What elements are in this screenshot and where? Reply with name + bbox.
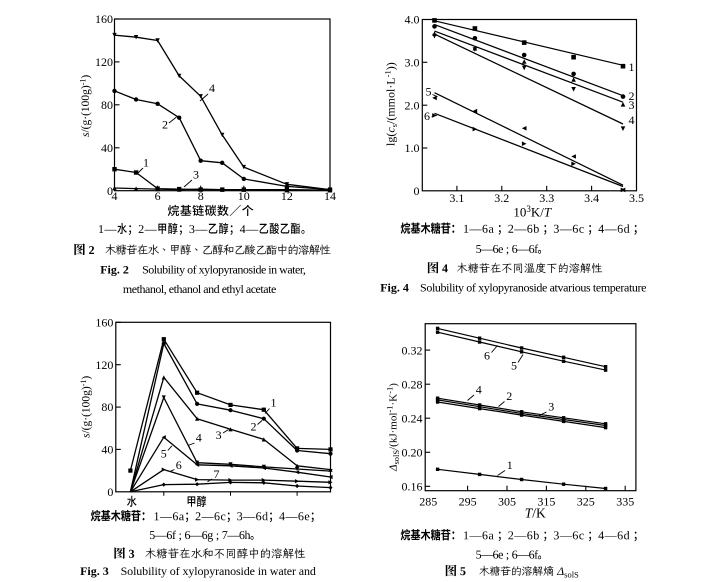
svg-text:14: 14 <box>324 189 336 203</box>
svg-text:1: 1 <box>271 396 277 410</box>
svg-text:5: 5 <box>511 358 517 372</box>
svg-text:Fig. 3: Fig. 3 <box>80 564 109 578</box>
svg-text:4: 4 <box>196 431 202 445</box>
svg-text:6: 6 <box>176 458 182 472</box>
svg-text:0.16: 0.16 <box>402 480 423 494</box>
svg-text:0: 0 <box>107 184 113 198</box>
svg-text:315: 315 <box>537 495 555 509</box>
svg-text:2: 2 <box>162 118 168 132</box>
svg-text:120: 120 <box>95 358 113 372</box>
svg-text:Solubility of xylopyranoside a: Solubility of xylopyranoside atvarious t… <box>420 281 647 295</box>
svg-text:6: 6 <box>484 349 490 363</box>
svg-text:3.1: 3.1 <box>449 191 464 205</box>
svg-text:3: 3 <box>216 428 222 442</box>
svg-text:8: 8 <box>198 189 204 203</box>
svg-text:10: 10 <box>238 189 250 203</box>
svg-text:4: 4 <box>476 383 482 397</box>
svg-text:1: 1 <box>629 60 635 74</box>
svg-text:1: 1 <box>143 156 149 170</box>
svg-text:3.5: 3.5 <box>629 191 644 205</box>
svg-text:0: 0 <box>414 184 420 198</box>
svg-text:s/(g·(100g)-1): s/(g·(100g)-1) <box>78 75 92 137</box>
svg-text:3.2: 3.2 <box>494 191 509 205</box>
svg-text:2: 2 <box>629 89 635 103</box>
svg-text:6: 6 <box>424 109 430 123</box>
svg-text:80: 80 <box>101 98 113 112</box>
svg-text:40: 40 <box>101 141 113 155</box>
svg-text:335: 335 <box>616 495 634 509</box>
svg-text:0.28: 0.28 <box>402 377 423 391</box>
svg-text:160: 160 <box>95 12 113 26</box>
svg-text:4: 4 <box>209 81 215 95</box>
svg-text:2: 2 <box>251 420 257 434</box>
svg-text:4: 4 <box>112 189 118 203</box>
svg-text:2.0: 2.0 <box>405 98 420 112</box>
svg-text:295: 295 <box>459 495 477 509</box>
svg-text:0.20: 0.20 <box>402 446 423 460</box>
svg-text:methanol, ethanol and ethyl ac: methanol, ethanol and ethyl acetate <box>123 282 276 296</box>
svg-text:7: 7 <box>214 467 220 481</box>
svg-text:ΔsolS/(kJ·mol-1·K-1): ΔsolS/(kJ·mol-1·K-1) <box>385 383 402 472</box>
svg-text:Fig. 4: Fig. 4 <box>380 281 409 295</box>
svg-text:0.24: 0.24 <box>402 411 423 425</box>
svg-text:Solubility of xylopyranoside i: Solubility of xylopyranoside in water an… <box>121 564 316 578</box>
svg-text:1.0: 1.0 <box>405 141 420 155</box>
svg-text:5: 5 <box>161 446 167 460</box>
svg-text:12: 12 <box>281 189 293 203</box>
svg-text:Fig. 2: Fig. 2 <box>100 262 129 276</box>
svg-text:ΔsolS: ΔsolS <box>556 564 579 580</box>
svg-text:lg(cs/(mmol·L-1)): lg(cs/(mmol·L-1)) <box>383 62 400 146</box>
svg-text:80: 80 <box>101 400 113 414</box>
svg-text:2: 2 <box>506 389 512 403</box>
svg-text:3.3: 3.3 <box>539 191 554 205</box>
svg-text:4: 4 <box>629 113 635 127</box>
svg-text:285: 285 <box>419 495 437 509</box>
svg-text:5: 5 <box>426 85 432 99</box>
svg-text:6: 6 <box>155 189 161 203</box>
svg-text:0.32: 0.32 <box>402 343 423 357</box>
svg-text:0: 0 <box>107 485 113 499</box>
svg-text:s/(g·(100g)-1): s/(g·(100g)-1) <box>79 376 93 438</box>
svg-text:40: 40 <box>101 443 113 457</box>
svg-text:3: 3 <box>548 399 554 413</box>
svg-text:120: 120 <box>95 55 113 69</box>
svg-text:T/K: T/K <box>525 505 546 520</box>
svg-text:4.0: 4.0 <box>405 13 420 27</box>
svg-text:Solubility of xylopyranoside i: Solubility of xylopyranoside in water, <box>142 262 306 276</box>
svg-text:325: 325 <box>577 495 595 509</box>
svg-text:3: 3 <box>193 168 199 182</box>
svg-text:103K/T: 103K/T <box>513 204 552 219</box>
svg-text:305: 305 <box>498 495 516 509</box>
svg-text:160: 160 <box>95 316 113 330</box>
svg-text:3: 3 <box>629 98 635 112</box>
svg-text:3.0: 3.0 <box>405 56 420 70</box>
svg-text:3.4: 3.4 <box>584 191 599 205</box>
svg-text:1: 1 <box>507 458 513 472</box>
